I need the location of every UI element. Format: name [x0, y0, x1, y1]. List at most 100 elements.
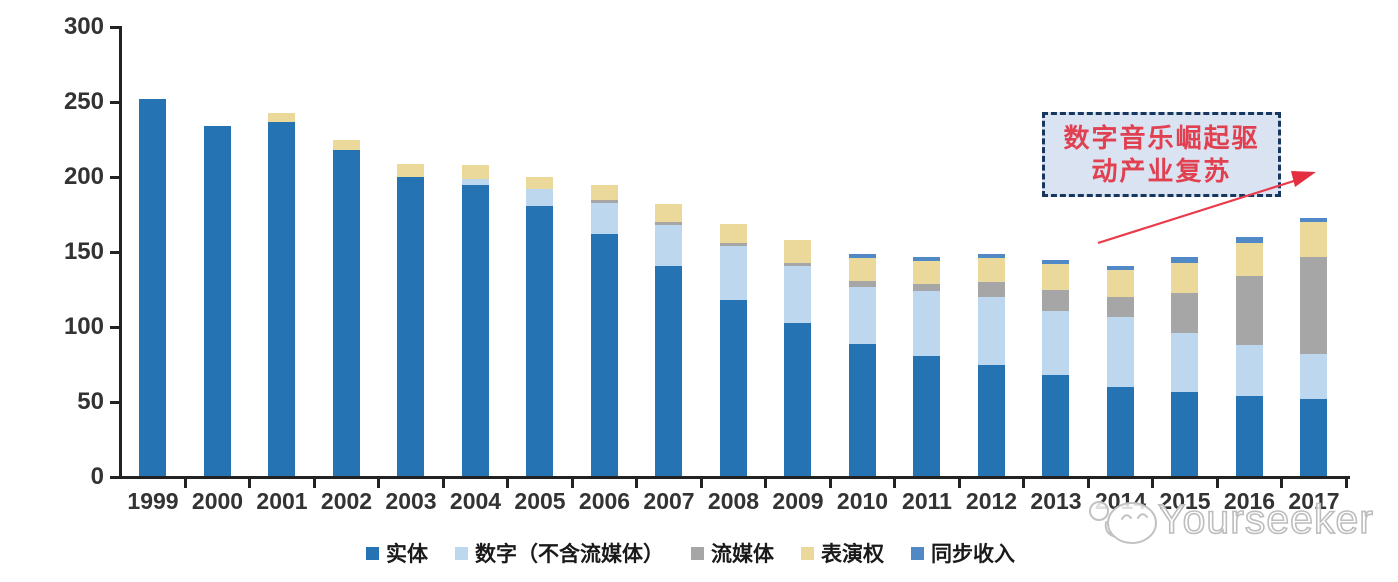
- y-axis-tick: [110, 325, 120, 329]
- bar-segment-2009: [784, 322, 812, 477]
- bar-segment-2013: [1042, 259, 1070, 264]
- x-axis-tick: [312, 479, 316, 488]
- legend-swatch: [911, 546, 924, 560]
- bar-segment-2010: [848, 253, 876, 258]
- bar-segment-2010: [848, 286, 876, 344]
- annotation-text-line1: 数字音乐崛起驱: [1063, 123, 1260, 153]
- x-axis-label: 2003: [385, 488, 437, 514]
- bar-segment-2012: [977, 282, 1005, 297]
- bar-segment-2017: [1300, 399, 1328, 477]
- x-axis-label: 2011: [902, 488, 952, 514]
- legend-label: 实体: [386, 542, 428, 566]
- x-axis-tick: [1151, 479, 1154, 488]
- bar-segment-2007: [655, 265, 683, 477]
- bar-segment-2016: [1235, 237, 1263, 243]
- legend-item: 数字（不含流媒体）: [455, 538, 664, 568]
- bar-segment-2003: [397, 163, 425, 177]
- annotation-callout: 数字音乐崛起驱 动产业复苏: [1042, 112, 1281, 197]
- y-axis-tick: [110, 175, 120, 179]
- y-axis-label: 50: [77, 388, 104, 415]
- bar-segment-2004: [461, 184, 489, 477]
- y-axis-label: 250: [63, 88, 104, 115]
- legend-swatch: [455, 546, 468, 560]
- legend-item: 表演权: [801, 538, 884, 568]
- bar-segment-2003: [397, 177, 425, 477]
- x-axis-label: 2006: [578, 488, 631, 514]
- bar-segment-2007: [655, 225, 683, 266]
- x-axis-line: [119, 476, 1350, 479]
- bar-segment-2010: [848, 280, 876, 287]
- bar-segment-2004: [461, 165, 489, 179]
- bar-segment-2012: [977, 258, 1005, 282]
- bar-segment-2007: [655, 222, 683, 225]
- bar-segment-2005: [526, 177, 554, 189]
- x-axis-tick: [248, 479, 251, 488]
- x-axis-label: 1999: [127, 488, 179, 514]
- bar-segment-2014: [1106, 270, 1134, 297]
- x-axis-tick: [1022, 479, 1025, 488]
- bar-segment-2014: [1106, 387, 1134, 477]
- bar-segment-2006: [590, 199, 618, 203]
- x-axis-tick: [506, 479, 509, 488]
- x-axis-label: 2010: [836, 488, 889, 514]
- watermark: Yourseeker: [1086, 490, 1398, 552]
- x-axis-label: 2015: [1159, 488, 1211, 514]
- bar-segment-2011: [913, 355, 941, 477]
- legend-label: 数字（不含流媒体）: [475, 542, 664, 566]
- y-axis-label: 0: [90, 463, 104, 490]
- y-axis-tick: [110, 100, 120, 104]
- bar-segment-2014: [1106, 297, 1134, 317]
- bar-segment-2013: [1042, 310, 1070, 375]
- bar-segment-2011: [913, 256, 941, 261]
- legend-label: 流媒体: [711, 542, 774, 566]
- x-axis-label: 2002: [320, 488, 373, 514]
- bar-segment-2016: [1235, 345, 1263, 396]
- y-axis-line: [119, 26, 122, 479]
- watermark-logo-icon: [1089, 501, 1157, 544]
- bar-segment-2009: [784, 240, 812, 263]
- bar-segment-2008: [719, 246, 747, 300]
- legend-label: 同步收入: [931, 542, 1015, 566]
- y-axis-label: 150: [63, 238, 104, 265]
- y-axis-label: 200: [63, 163, 104, 190]
- bar-segment-2008: [719, 243, 747, 246]
- bar-segment-2014: [1106, 265, 1134, 270]
- x-axis-label: 2001: [256, 488, 308, 514]
- legend-swatch: [691, 546, 704, 560]
- bar-segment-2001: [268, 112, 296, 122]
- bar-segment-2017: [1300, 217, 1328, 222]
- annotation-text-line2: 动产业复苏: [1091, 156, 1232, 186]
- bar-segment-2008: [719, 223, 747, 243]
- bar-segment-2012: [977, 364, 1005, 477]
- bar-segment-2010: [848, 343, 876, 477]
- bar-segment-2008: [719, 300, 747, 477]
- bar-segment-2017: [1300, 256, 1328, 354]
- bar-segment-2014: [1106, 316, 1134, 387]
- bar-segment-2000: [203, 126, 231, 477]
- bar-segment-2013: [1042, 375, 1070, 477]
- legend-item: 实体: [366, 538, 428, 568]
- bar-segment-2006: [590, 234, 618, 477]
- x-axis-label: 2007: [643, 488, 695, 514]
- x-axis-tick: [957, 479, 961, 488]
- bar-segment-2013: [1042, 264, 1070, 290]
- x-axis-tick: [441, 479, 445, 488]
- bar-segment-2015: [1171, 292, 1199, 333]
- y-axis-label: 300: [63, 13, 104, 40]
- x-axis-tick: [635, 479, 638, 488]
- x-axis-tick: [1086, 479, 1090, 488]
- legend-swatch: [801, 546, 814, 560]
- x-axis-label: 2009: [772, 488, 824, 514]
- legend-item: 流媒体: [691, 538, 774, 568]
- bar-segment-2016: [1235, 276, 1263, 345]
- bar-segment-2013: [1042, 289, 1070, 311]
- bar-segment-2011: [913, 291, 941, 356]
- y-axis-tick: [110, 400, 120, 404]
- x-axis-tick: [893, 479, 896, 488]
- bar-segment-2004: [461, 178, 489, 185]
- x-axis-label: 2012: [965, 488, 1018, 514]
- x-axis-tick: [1215, 479, 1219, 488]
- x-axis-tick: [828, 479, 832, 488]
- bar-segment-2005: [526, 189, 554, 206]
